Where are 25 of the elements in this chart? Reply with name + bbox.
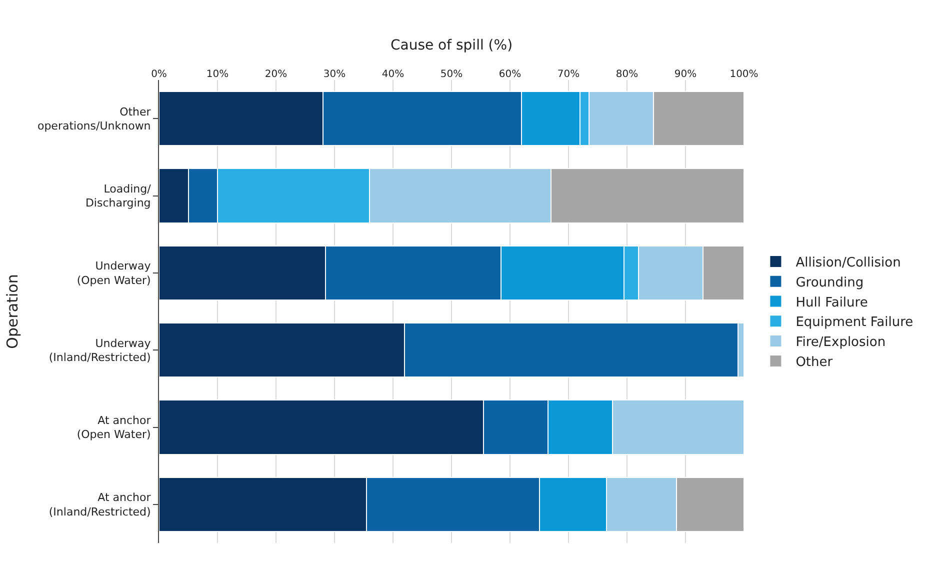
x-tick-label: 30%	[323, 69, 346, 80]
x-tick-label: 90%	[674, 69, 697, 80]
y-tick-label: Underway (Inland/Restricted)	[48, 336, 152, 364]
y-tick-label: Loading/ Discharging	[85, 182, 152, 210]
y-tick-label: Other operations/Unknown	[37, 105, 152, 133]
x-tick-label: 100%	[730, 69, 758, 80]
x-axis-title: Cause of spill (%)	[390, 38, 513, 54]
y-axis-title: Operation	[4, 274, 22, 349]
y-tick-label: Underway (Open Water)	[76, 260, 152, 287]
x-tick-label: 20%	[264, 69, 288, 80]
legend-label: Grounding	[796, 275, 864, 290]
legend-label: Equipment Failure	[796, 315, 914, 330]
legend-label: Other	[796, 355, 834, 370]
x-tick-label: 40%	[382, 69, 404, 80]
x-tick-label: 50%	[440, 69, 463, 80]
legend-label: Allision/Collision	[796, 256, 901, 271]
x-tick-label: 70%	[557, 69, 580, 80]
legend-label: Fire/Explosion	[796, 335, 886, 350]
y-tick-label: At anchor (Inland/Restricted)	[48, 491, 152, 518]
legend-label: Hull Failure	[796, 295, 868, 310]
x-tick-label: 10%	[206, 69, 229, 80]
y-tick-label: At anchor (Open Water)	[76, 414, 152, 442]
x-tick-label: 0%	[151, 69, 167, 80]
x-tick-label: 80%	[616, 69, 638, 80]
x-tick-label: 60%	[498, 69, 522, 80]
